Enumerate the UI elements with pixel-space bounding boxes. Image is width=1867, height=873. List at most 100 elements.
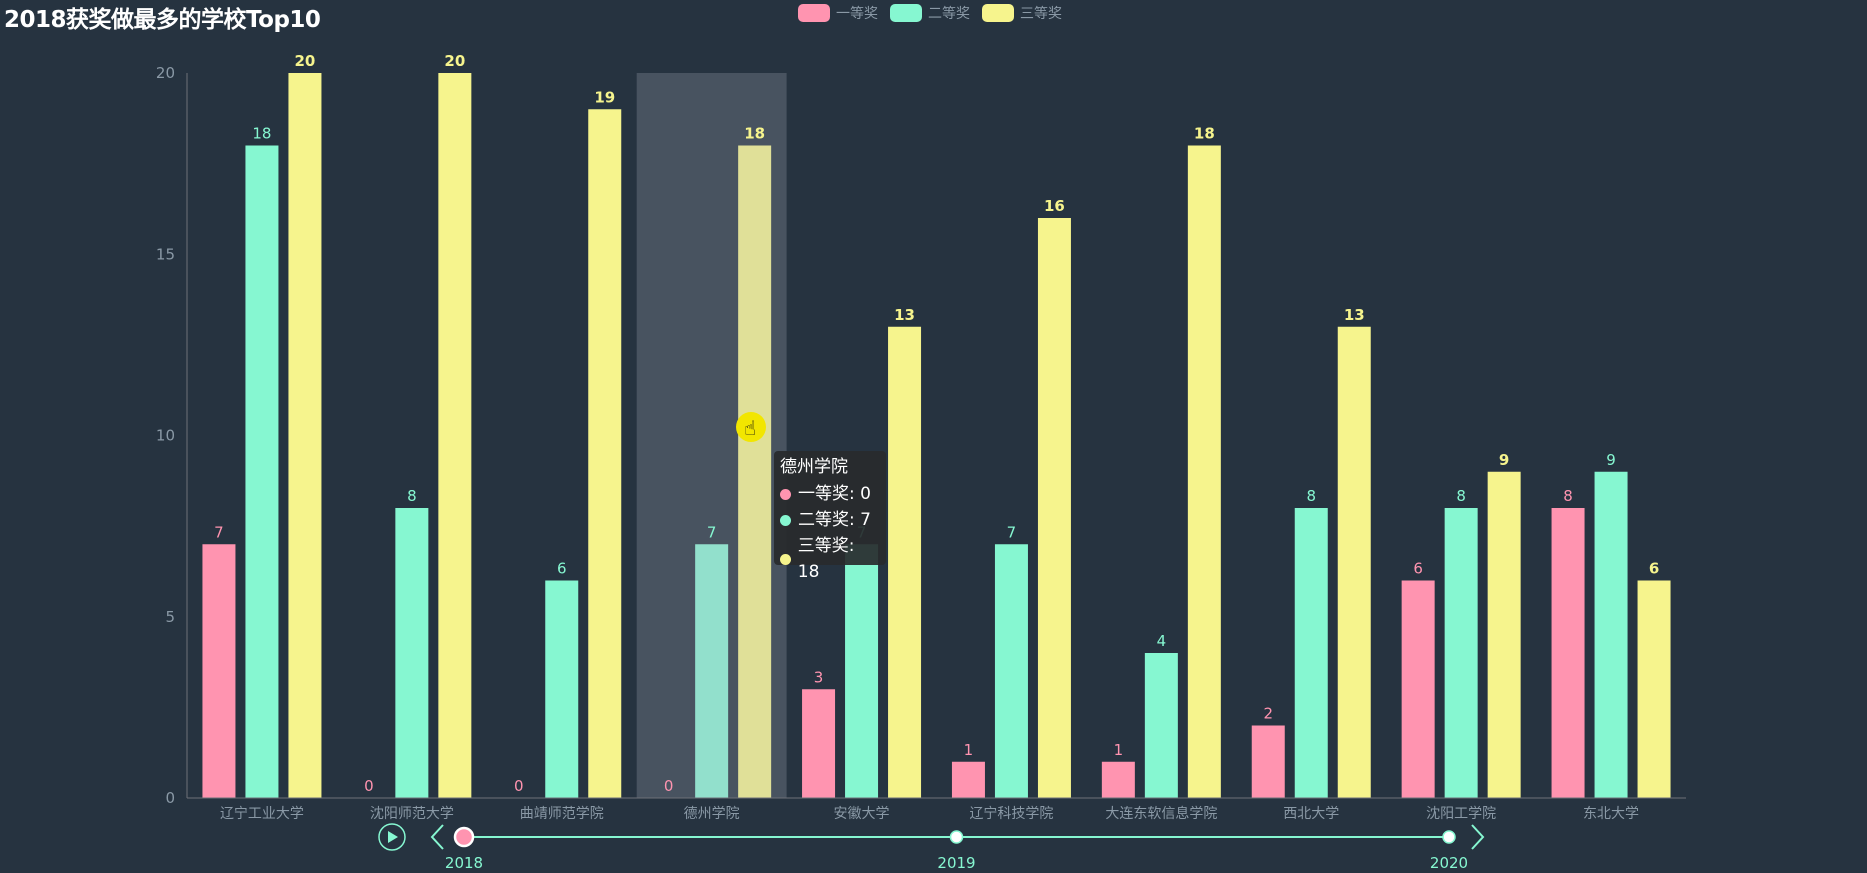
legend-item-first-prize[interactable]: 一等奖: [798, 3, 878, 23]
bar[interactable]: [888, 326, 922, 798]
timeline-label[interactable]: 2020: [1430, 854, 1468, 872]
bar-value-label: 18: [252, 125, 271, 143]
tooltip: 德州学院 一等奖: 0 二等奖: 7 三等奖: 18: [774, 451, 886, 582]
bar[interactable]: [1144, 653, 1178, 798]
bar[interactable]: [845, 544, 879, 798]
bar-value-label: 6: [557, 560, 567, 578]
tooltip-value-first-prize: 一等奖: 0: [798, 484, 871, 504]
y-tick-label: 15: [156, 245, 175, 263]
bar-value-label: 6: [1413, 560, 1423, 578]
next-chevron-icon[interactable]: [1471, 824, 1485, 850]
bar-value-label: 9: [1606, 451, 1616, 469]
bar-value-label: 8: [1563, 487, 1573, 505]
legend-label-second-prize: 二等奖: [928, 6, 970, 22]
bar-value-label: 1: [964, 741, 974, 759]
timeline-label[interactable]: 2019: [937, 854, 975, 872]
bar[interactable]: [1037, 218, 1071, 798]
bar[interactable]: [1337, 326, 1371, 798]
x-tick-label: 曲靖师范学院: [520, 805, 604, 822]
bar[interactable]: [951, 761, 985, 798]
timeline-marker[interactable]: [1442, 830, 1456, 844]
tooltip-value-second-prize: 二等奖: 7: [798, 510, 871, 530]
tooltip-dot-first-prize: [780, 488, 791, 500]
bar[interactable]: [1401, 580, 1435, 799]
tooltip-value-third-prize: 三等奖: 18: [797, 536, 855, 582]
bar-value-label: 0: [514, 777, 524, 795]
x-tick-label: 东北大学: [1583, 806, 1639, 822]
x-tick-label: 沈阳师范大学: [370, 805, 454, 822]
legend-swatch-third-prize: [982, 4, 1014, 22]
x-tick-label: 大连东软信息学院: [1105, 805, 1217, 822]
chart-title: 2018获奖做最多的学校Top10: [4, 7, 321, 33]
bar[interactable]: [545, 580, 579, 799]
x-tick-label: 辽宁工业大学: [220, 805, 304, 822]
x-tick-label: 德州学院: [684, 806, 740, 822]
y-tick-label: 20: [156, 64, 175, 82]
bar-value-label: 18: [1194, 125, 1215, 143]
bar-value-label: 20: [295, 52, 316, 70]
bar[interactable]: [802, 689, 836, 798]
timeline-label[interactable]: 2018: [445, 854, 483, 872]
bar-value-label: 3: [814, 668, 824, 686]
y-tick-label: 0: [165, 789, 175, 807]
bar-value-label: 9: [1499, 451, 1509, 469]
bar-value-label: 0: [364, 777, 374, 795]
bar-value-label: 1: [1114, 741, 1124, 759]
bar[interactable]: [1101, 761, 1135, 798]
x-tick-label: 西北大学: [1283, 806, 1339, 822]
bar[interactable]: [994, 544, 1028, 798]
bar[interactable]: [1294, 508, 1328, 798]
bar-value-label: 0: [664, 777, 674, 795]
bar[interactable]: [1487, 471, 1521, 798]
tooltip-dot-second-prize: [780, 514, 791, 526]
bar[interactable]: [395, 508, 429, 798]
legend-swatch-second-prize: [890, 4, 922, 22]
bar[interactable]: [288, 73, 322, 798]
bar[interactable]: [202, 544, 236, 798]
bar-value-label: 7: [707, 523, 717, 541]
x-tick-label: 沈阳工学院: [1426, 806, 1496, 822]
legend: 一等奖 二等奖 三等奖: [798, 3, 1074, 23]
bar-value-label: 8: [1456, 487, 1466, 505]
bar-value-label: 8: [407, 487, 417, 505]
x-tick-label: 辽宁科技学院: [969, 805, 1053, 822]
bar-value-label: 2: [1263, 705, 1273, 723]
bar[interactable]: [245, 145, 279, 799]
prev-chevron-icon[interactable]: [430, 824, 444, 850]
bar[interactable]: [1637, 580, 1671, 799]
bar[interactable]: [1551, 508, 1585, 798]
play-triangle-icon[interactable]: [388, 831, 398, 843]
bar-value-label: 16: [1044, 197, 1065, 215]
bar-value-label: 7: [1007, 523, 1017, 541]
bar[interactable]: [1444, 508, 1478, 798]
bar[interactable]: [1251, 725, 1285, 799]
x-tick-label: 安徽大学: [834, 806, 890, 822]
bar[interactable]: [438, 73, 472, 798]
bar-value-label: 13: [1344, 306, 1365, 324]
bar[interactable]: [695, 544, 729, 798]
legend-label-third-prize: 三等奖: [1020, 6, 1062, 22]
bar[interactable]: [738, 145, 772, 799]
bar-value-label: 7: [214, 523, 224, 541]
timeline-marker[interactable]: [949, 830, 964, 844]
bar-value-label: 13: [894, 306, 915, 324]
legend-item-second-prize[interactable]: 二等奖: [890, 3, 970, 23]
bar-value-label: 19: [594, 88, 615, 106]
tooltip-row-first-prize: 一等奖: 0: [780, 481, 880, 507]
bar-value-label: 8: [1306, 487, 1316, 505]
bar[interactable]: [588, 109, 622, 798]
legend-swatch-first-prize: [798, 4, 830, 22]
play-icon[interactable]: [378, 823, 406, 851]
timeline-current-marker[interactable]: [453, 826, 475, 848]
hand-pointer-icon: ☝: [744, 416, 757, 440]
legend-item-third-prize[interactable]: 三等奖: [982, 3, 1062, 23]
bar-value-label: 20: [444, 52, 465, 70]
bar-value-label: 18: [744, 125, 765, 143]
tooltip-dot-third-prize: [780, 553, 791, 565]
tooltip-row-third-prize: 三等奖: 18: [780, 533, 880, 585]
bar[interactable]: [1594, 471, 1628, 798]
bar[interactable]: [1187, 145, 1221, 799]
cursor-highlight: [736, 412, 766, 442]
